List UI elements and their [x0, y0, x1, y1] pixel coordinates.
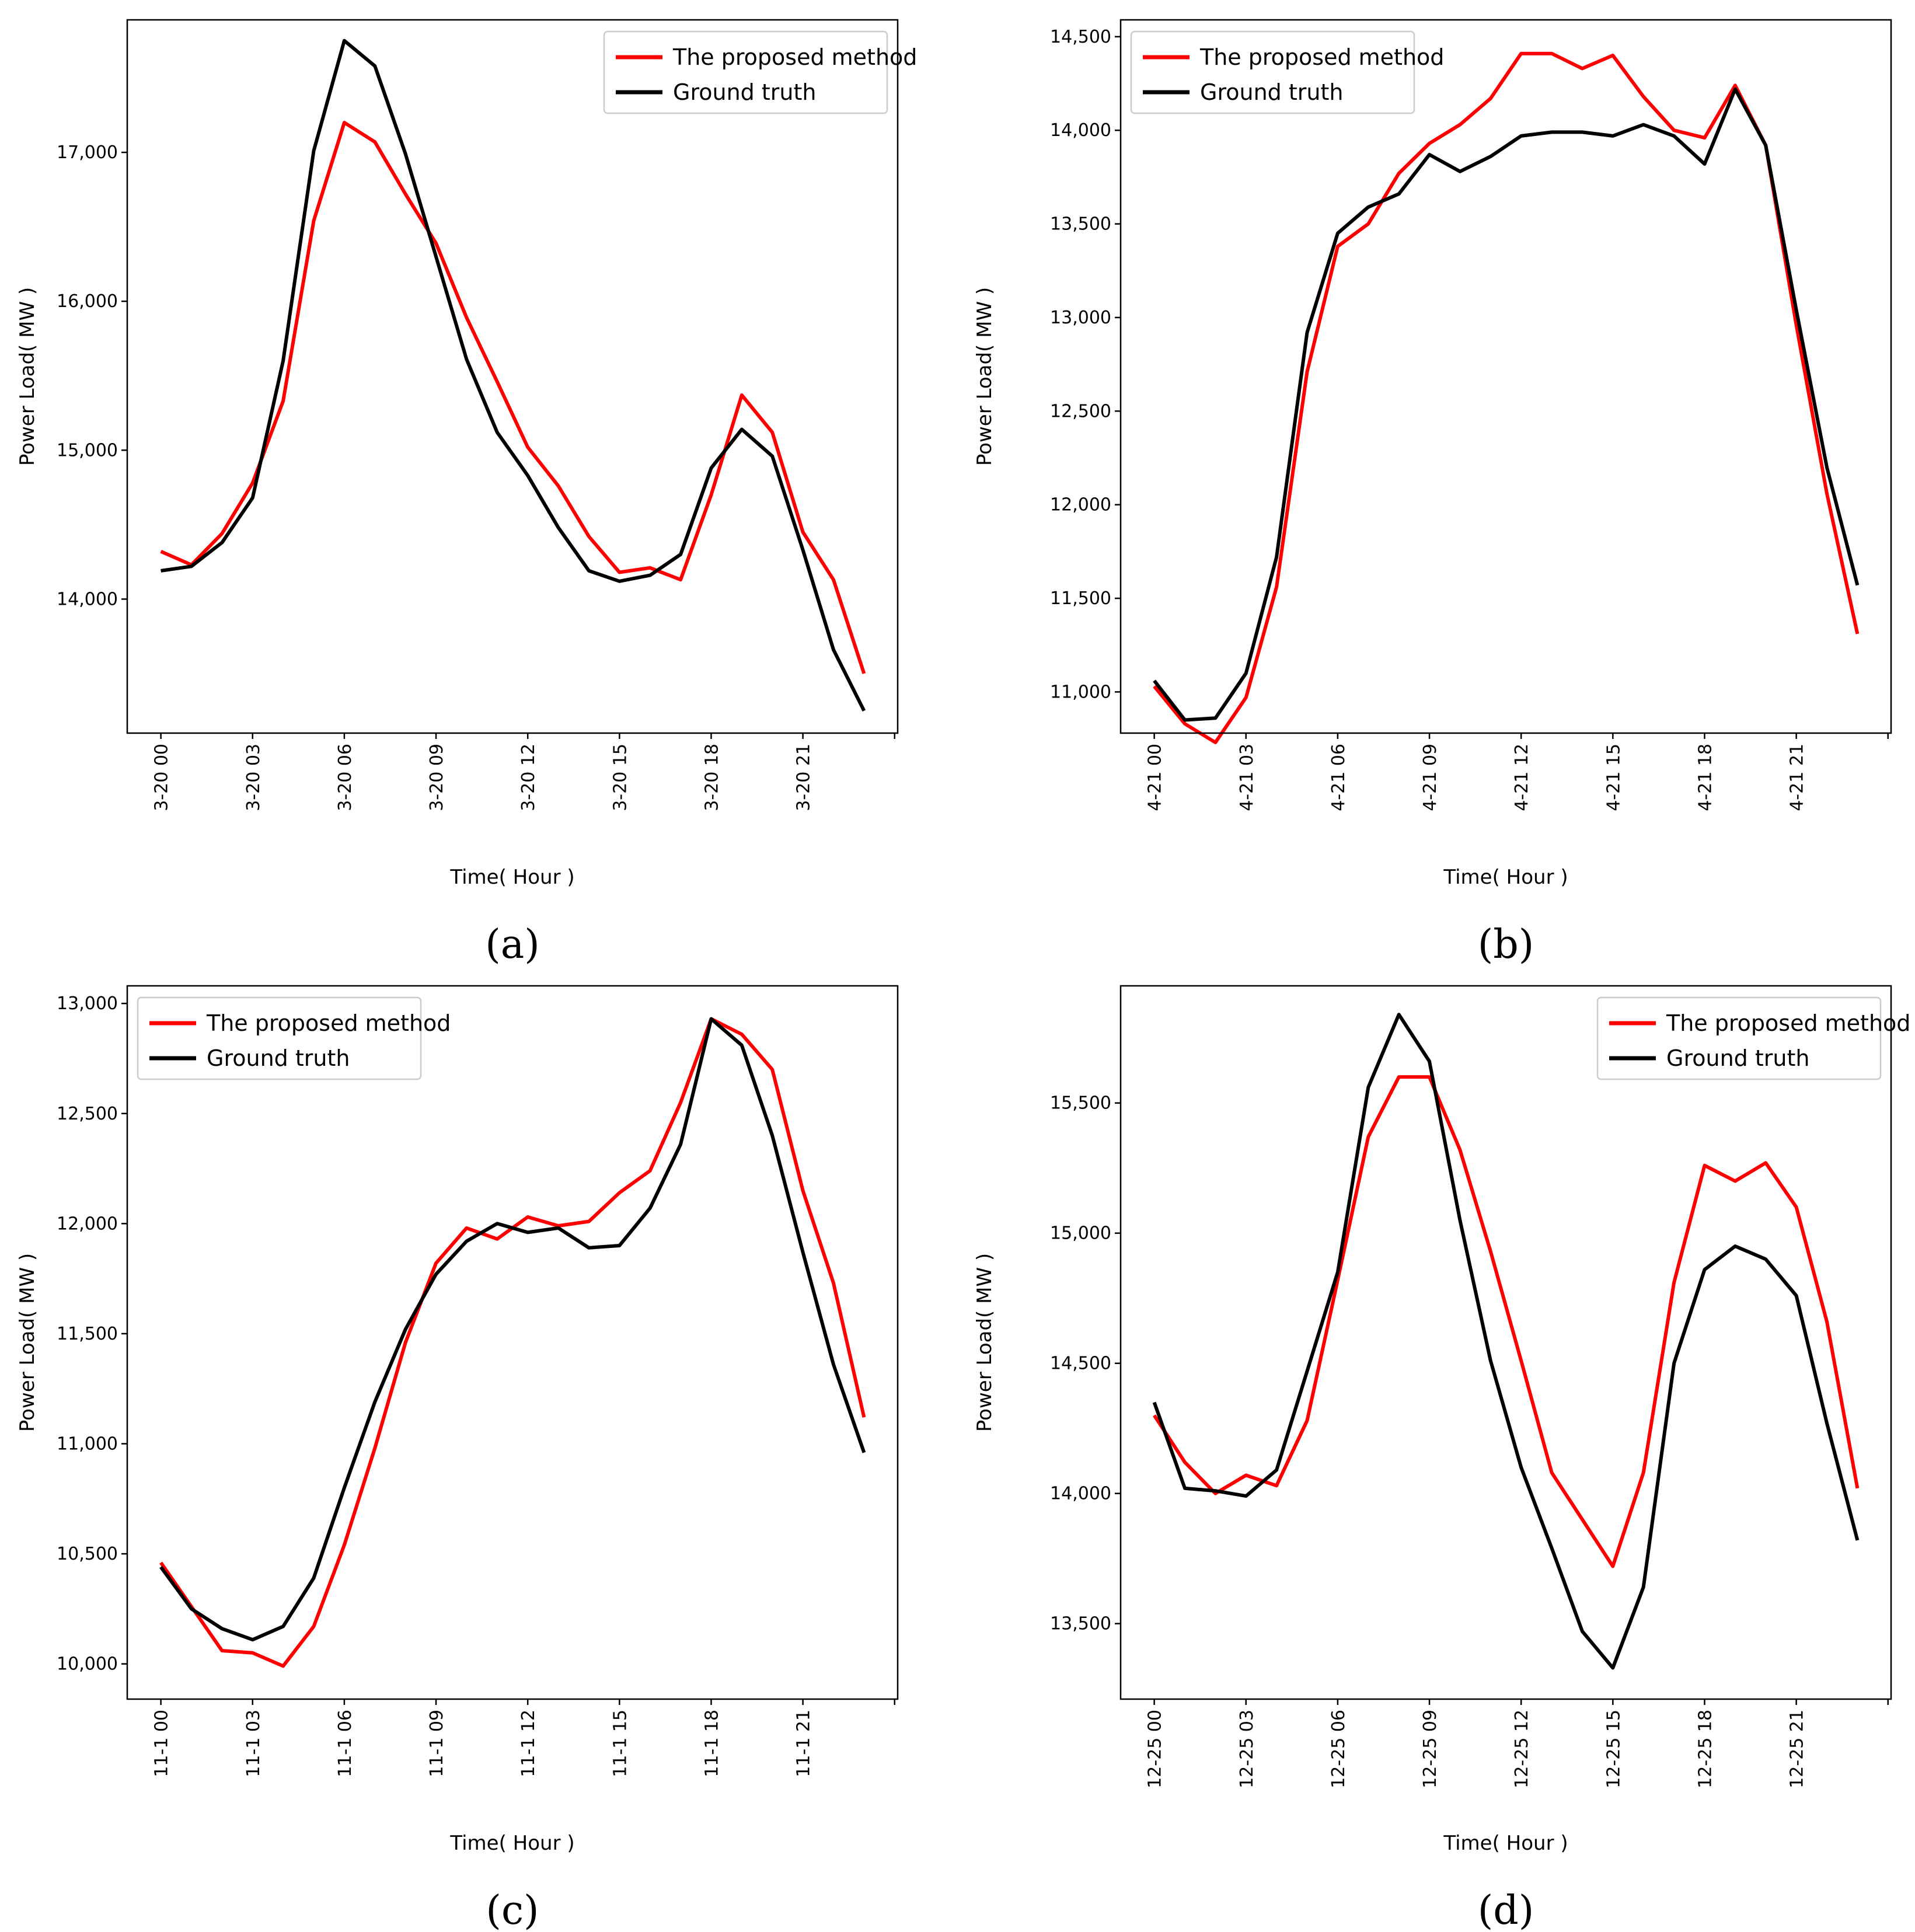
- chart-0-x-tick-label: 3-20 12: [518, 744, 539, 811]
- chart-2-y-tick-label: 10,000: [57, 1654, 118, 1675]
- chart-1-x-tick-label: 4-21 09: [1420, 744, 1440, 811]
- chart-0-x-tick-label: 3-20 21: [794, 744, 814, 811]
- panel-a-chart: 14,000 15,000 16,000 17,000 3-20 00 3-20 03 3-…: [16, 19, 917, 968]
- chart-0-x-tick-label: 3-20 18: [702, 744, 722, 811]
- chart-3-panel-caption: (d): [1478, 1888, 1534, 1932]
- chart-0-y-tick-label: 15,000: [57, 440, 118, 461]
- chart-1-x-tick-label: 4-21 00: [1145, 744, 1166, 811]
- chart-0-legend-label-proposed-method: The proposed method: [672, 44, 917, 70]
- chart-3-x-tick-label: 12-25 00: [1145, 1710, 1166, 1788]
- chart-1-legend-label-ground-truth: Ground truth: [1200, 79, 1343, 105]
- chart-0-x-axis-title: Time( Hour ): [449, 866, 574, 889]
- chart-0-x-tick-label: 3-20 06: [335, 744, 355, 811]
- chart-3-x-tick-label: 12-25 15: [1603, 1710, 1624, 1788]
- chart-3-y-tick-label: 13,500: [1050, 1614, 1111, 1634]
- chart-3-y-tick-label: 15,500: [1050, 1093, 1111, 1114]
- chart-2-y-tick-label: 12,500: [57, 1104, 118, 1124]
- chart-2-legend-label-ground-truth: Ground truth: [207, 1045, 350, 1071]
- chart-1-y-tick-label: 11,500: [1050, 588, 1111, 609]
- chart-0-x-tick-label: 3-20 03: [243, 744, 264, 811]
- chart-3-y-tick-label: 14,000: [1050, 1484, 1111, 1504]
- chart-3-x-axis-title: Time( Hour ): [1443, 1832, 1568, 1855]
- chart-3-legend-label-ground-truth: Ground truth: [1666, 1045, 1809, 1071]
- chart-2-x-tick-label: 11-1 06: [335, 1710, 355, 1777]
- chart-1-x-axis-title: Time( Hour ): [1443, 866, 1568, 889]
- chart-3-legend-box: [1596, 996, 1882, 1080]
- chart-2-y-tick-label: 10,500: [57, 1544, 118, 1564]
- chart-2-x-axis-title: Time( Hour ): [449, 1832, 574, 1855]
- chart-1-x-tick-label: 4-21 21: [1787, 744, 1808, 811]
- chart-1-x-tick-label: 4-21 15: [1603, 744, 1624, 811]
- chart-2-x-tick-label: 11-1 00: [152, 1710, 172, 1777]
- chart-2-y-tick-label: 11,000: [57, 1434, 118, 1454]
- chart-1-y-tick-label: 14,500: [1050, 27, 1111, 47]
- chart-3-x-tick-label: 12-25 09: [1420, 1710, 1440, 1788]
- chart-2-plot-frame: [126, 985, 899, 1700]
- chart-1-panel-caption: (b): [1478, 922, 1534, 968]
- chart-0-y-tick-label: 17,000: [57, 142, 118, 163]
- chart-1-y-tick-label: 13,000: [1050, 308, 1111, 328]
- chart-3-plot-frame: [1119, 985, 1892, 1700]
- chart-1-y-axis-title: Power Load( MW ): [973, 287, 996, 466]
- chart-2-legend-box: [137, 996, 422, 1080]
- chart-2-x-tick-label: 11-1 18: [702, 1710, 722, 1777]
- chart-1-legend-label-proposed-method: The proposed method: [1199, 44, 1444, 70]
- chart-3-x-tick-label: 12-25 03: [1237, 1710, 1257, 1788]
- chart-1-series-line-proposed-method: [1153, 51, 1860, 744]
- chart-2-y-axis-title: Power Load( MW ): [16, 1253, 39, 1432]
- chart-2-y-tick-label: 11,500: [57, 1324, 118, 1344]
- chart-3-x-tick-label: 12-25 21: [1787, 1710, 1808, 1788]
- chart-0-y-tick-label: 14,000: [57, 589, 118, 609]
- chart-0-series-line-ground-truth: [161, 39, 866, 712]
- chart-3-series-line-ground-truth: [1152, 1013, 1860, 1670]
- chart-0-plot-frame: [126, 19, 899, 734]
- chart-1-y-tick-label: 14,000: [1050, 120, 1111, 141]
- chart-3-x-tick-label: 12-25 06: [1328, 1710, 1349, 1788]
- chart-1-plot-frame: [1119, 19, 1892, 734]
- chart-1-series-line-ground-truth: [1153, 87, 1860, 722]
- chart-0-panel-caption: (a): [485, 922, 540, 968]
- chart-1-legend-box: [1130, 30, 1415, 114]
- chart-0-legend-box: [603, 30, 888, 114]
- panel-c-chart: 10,000 10,500 11,000 11,500 12,000 12,500 13,0…: [16, 985, 899, 1932]
- panel-d-chart: 13,500 14,000 14,500 15,000 15,500 12-25 00 12…: [973, 985, 1910, 1932]
- chart-1-y-tick-label: 13,500: [1050, 214, 1111, 235]
- chart-0-series-line-proposed-method: [160, 121, 866, 674]
- chart-2-panel-caption: (c): [486, 1888, 539, 1932]
- chart-3-y-tick-label: 14,500: [1050, 1354, 1111, 1374]
- chart-2-x-tick-label: 11-1 03: [243, 1710, 264, 1777]
- chart-1-x-tick-label: 4-21 03: [1237, 744, 1257, 811]
- chart-0-x-tick-label: 3-20 09: [427, 744, 447, 811]
- chart-3-legend-label-proposed-method: The proposed method: [1666, 1010, 1910, 1036]
- chart-0-y-axis-title: Power Load( MW ): [16, 287, 39, 466]
- chart-3-series-line-proposed-method: [1153, 1075, 1860, 1568]
- chart-2-x-tick-label: 11-1 15: [610, 1710, 630, 1777]
- chart-1-y-tick-label: 12,500: [1050, 401, 1111, 421]
- chart-2-x-tick-label: 11-1 09: [427, 1710, 447, 1777]
- chart-1-x-tick-label: 4-21 06: [1328, 744, 1349, 811]
- chart-2-x-tick-label: 11-1 21: [794, 1710, 814, 1777]
- chart-1-y-tick-label: 11,000: [1050, 682, 1111, 702]
- chart-0-x-tick-label: 3-20 00: [152, 744, 172, 811]
- chart-2-y-tick-label: 12,000: [57, 1213, 118, 1234]
- panel-b-chart: 11,000 11,500 12,000 12,500 13,000 13,500 14,0…: [973, 19, 1892, 968]
- chart-3-x-tick-label: 12-25 12: [1512, 1710, 1532, 1788]
- chart-2-series-line-ground-truth: [159, 1017, 866, 1642]
- chart-1-x-tick-label: 4-21 12: [1512, 744, 1532, 811]
- chart-2-y-tick-label: 13,000: [57, 993, 118, 1014]
- chart-0-x-tick-label: 3-20 15: [610, 744, 630, 811]
- chart-0-y-tick-label: 16,000: [57, 291, 118, 312]
- chart-3-y-tick-label: 15,000: [1050, 1223, 1111, 1244]
- chart-1-y-tick-label: 12,000: [1050, 495, 1111, 515]
- chart-3-y-axis-title: Power Load( MW ): [973, 1253, 996, 1432]
- chart-1-x-tick-label: 4-21 18: [1695, 744, 1715, 811]
- chart-3-x-tick-label: 12-25 18: [1695, 1710, 1715, 1788]
- chart-2-x-tick-label: 11-1 12: [518, 1710, 539, 1777]
- chart-0-legend-label-ground-truth: Ground truth: [673, 79, 816, 105]
- chart-2-series-line-proposed-method: [159, 1017, 866, 1668]
- chart-2-legend-label-proposed-method: The proposed method: [206, 1010, 451, 1036]
